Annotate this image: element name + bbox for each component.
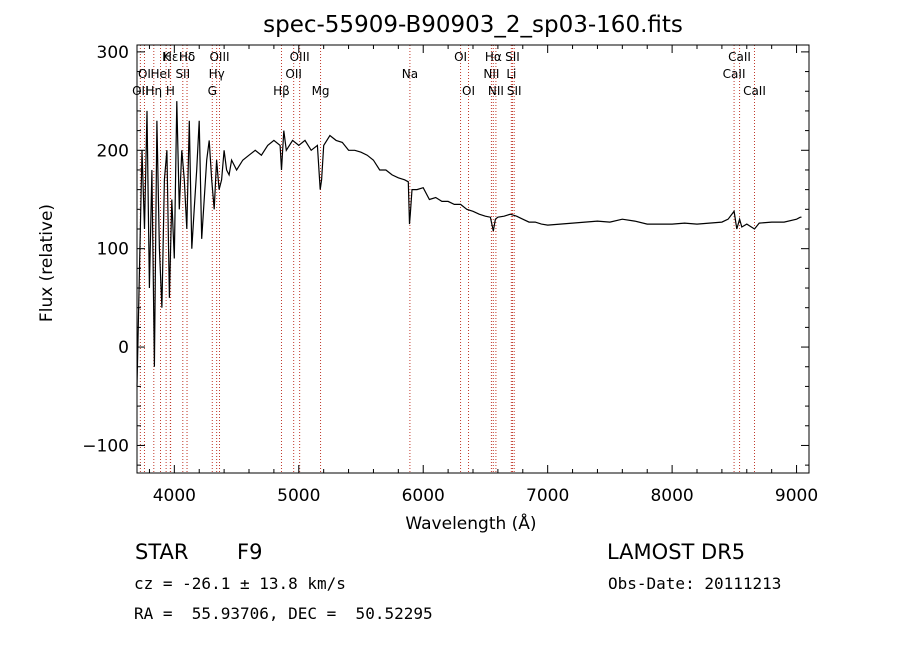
spectral-line-label: OII [285, 67, 302, 81]
x-axis-label: Wavelength (Å) [405, 512, 536, 534]
spectral-line-label: OIII [209, 50, 229, 64]
spectral-line-label: Hε [163, 50, 179, 64]
y-tick-label: 300 [97, 43, 129, 63]
spectrum-line [136, 101, 802, 387]
x-tick-label: 9000 [775, 486, 818, 506]
spectral-line-label: OIII [290, 50, 310, 64]
spectral-line-label: Li [506, 67, 516, 81]
chart-title: spec-55909-B90903_2_sp03-160.fits [263, 12, 683, 38]
x-tick-label: 8000 [650, 486, 693, 506]
spectral-line-label: Hα [485, 50, 502, 64]
coordinates: RA = 55.93706, DEC = 50.52295 [134, 604, 433, 623]
spectral-line-label: H [166, 84, 175, 98]
survey-name: LAMOST DR5 [607, 540, 746, 564]
redshift-velocity: cz = -26.1 ± 13.8 km/s [134, 574, 346, 593]
spectrum-series [136, 101, 802, 387]
spectral-line-label: Hδ [179, 50, 195, 64]
y-tick-label: 0 [118, 338, 129, 358]
spectral-line-label: OI [454, 50, 467, 64]
spectral-line-markers [139, 45, 755, 473]
spectral-line-label: SII [175, 67, 190, 81]
y-tick-label: 100 [97, 240, 129, 260]
spectral-line-label: CaII [723, 67, 746, 81]
x-tick-label: 4000 [153, 486, 196, 506]
object-class: STAR [135, 540, 189, 564]
spectral-line-label: Hβ [273, 84, 290, 98]
x-tick-label: 5000 [277, 486, 320, 506]
spectral-line-label: NII [483, 67, 499, 81]
x-tick-label: 7000 [526, 486, 569, 506]
spectral-line-label: CaII [743, 84, 766, 98]
spectral-line-label: SII [507, 84, 522, 98]
spectral-line-label: OI [462, 84, 475, 98]
spectral-line-label: Hδ [179, 50, 195, 64]
y-tick-label: −100 [82, 436, 129, 456]
spectral-line-label: SII [505, 50, 520, 64]
spectral-line-label: K [162, 50, 171, 64]
spectral-line-label: Na [402, 67, 418, 81]
x-tick-label: 6000 [402, 486, 445, 506]
spectral-line-label: CaII [728, 50, 751, 64]
y-axis-label: Flux (relative) [37, 204, 57, 322]
y-tick-label: 200 [97, 141, 129, 161]
observation-date: Obs-Date: 20111213 [608, 574, 782, 593]
spectral-line-label: OI [138, 67, 151, 81]
spectral-line-label: NII [488, 84, 504, 98]
x-axis-ticks: 4000 5000 6000 7000 8000 9000 [148, 45, 818, 506]
object-subclass: F9 [237, 540, 263, 564]
y-axis-ticks: −100 0 100 200 300 [82, 43, 809, 466]
spectral-line-label: G [208, 84, 217, 98]
spectral-line-label: Mg [312, 84, 330, 98]
spectral-line-label: Hγ [209, 67, 225, 81]
spectral-line-label: HeI [151, 67, 171, 81]
spectral-line-label: Hη [145, 84, 162, 98]
plot-frame [136, 44, 810, 474]
